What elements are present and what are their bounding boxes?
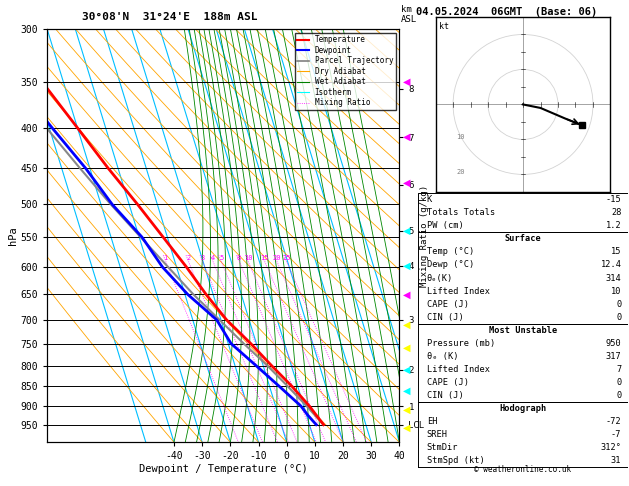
Text: StmSpd (kt): StmSpd (kt) (426, 456, 484, 465)
Text: 25: 25 (282, 255, 291, 261)
Text: 8: 8 (237, 255, 242, 261)
Text: 314: 314 (606, 274, 621, 282)
Text: 5: 5 (219, 255, 223, 261)
Text: K: K (426, 195, 432, 205)
Text: ◀: ◀ (403, 290, 410, 299)
Text: Mixing Ratio (g/kg): Mixing Ratio (g/kg) (420, 185, 429, 287)
Text: Temp (°C): Temp (°C) (426, 247, 474, 257)
Text: kt: kt (439, 22, 449, 31)
Text: 10: 10 (243, 255, 252, 261)
Text: 15: 15 (260, 255, 269, 261)
Text: Surface: Surface (504, 234, 542, 243)
Text: 7: 7 (616, 364, 621, 374)
Text: PW (cm): PW (cm) (426, 222, 464, 230)
Text: ◀: ◀ (403, 423, 410, 433)
Text: ◀: ◀ (403, 320, 410, 330)
Text: 0: 0 (616, 391, 621, 399)
Text: Totals Totals: Totals Totals (426, 208, 495, 217)
Text: -7: -7 (611, 430, 621, 439)
Text: 317: 317 (606, 352, 621, 361)
Text: CAPE (J): CAPE (J) (426, 378, 469, 387)
Text: 3: 3 (201, 255, 204, 261)
Text: 4: 4 (211, 255, 215, 261)
Text: 12.4: 12.4 (601, 260, 621, 269)
Text: 312°: 312° (601, 443, 621, 452)
Text: ◀: ◀ (403, 178, 410, 188)
Text: 31: 31 (611, 456, 621, 465)
Text: 28: 28 (611, 208, 621, 217)
Text: 10: 10 (457, 135, 465, 140)
Text: -72: -72 (606, 417, 621, 426)
Text: CIN (J): CIN (J) (426, 391, 464, 399)
Text: © weatheronline.co.uk: © weatheronline.co.uk (474, 466, 572, 474)
Text: ◀: ◀ (403, 131, 410, 141)
Text: 2: 2 (186, 255, 191, 261)
Text: 20: 20 (457, 170, 465, 175)
Text: 30°08'N  31°24'E  188m ASL: 30°08'N 31°24'E 188m ASL (82, 12, 257, 22)
Text: 0: 0 (616, 378, 621, 387)
Text: ◀: ◀ (403, 365, 410, 375)
X-axis label: Dewpoint / Temperature (°C): Dewpoint / Temperature (°C) (139, 464, 308, 474)
Text: 04.05.2024  06GMT  (Base: 06): 04.05.2024 06GMT (Base: 06) (416, 7, 598, 17)
Text: ◀: ◀ (403, 226, 410, 236)
Text: ◀: ◀ (403, 405, 410, 415)
Text: 15: 15 (611, 247, 621, 257)
Text: 0: 0 (616, 299, 621, 309)
Text: km
ASL: km ASL (401, 5, 417, 24)
Y-axis label: hPa: hPa (8, 226, 18, 245)
Text: Lifted Index: Lifted Index (426, 287, 489, 295)
Text: 20: 20 (272, 255, 281, 261)
Text: Most Unstable: Most Unstable (489, 326, 557, 334)
Text: 1: 1 (164, 255, 168, 261)
Text: 950: 950 (606, 339, 621, 347)
Text: Hodograph: Hodograph (499, 404, 547, 413)
Text: -15: -15 (606, 195, 621, 205)
Text: CIN (J): CIN (J) (426, 312, 464, 322)
Text: ◀: ◀ (403, 77, 410, 87)
Text: θₑ(K): θₑ(K) (426, 274, 453, 282)
Text: EH: EH (426, 417, 437, 426)
Text: ◀: ◀ (403, 385, 410, 396)
Text: Pressure (mb): Pressure (mb) (426, 339, 495, 347)
Text: ◀: ◀ (403, 261, 410, 271)
Text: 0: 0 (616, 312, 621, 322)
Text: 10: 10 (611, 287, 621, 295)
Text: CAPE (J): CAPE (J) (426, 299, 469, 309)
Legend: Temperature, Dewpoint, Parcel Trajectory, Dry Adiabat, Wet Adiabat, Isotherm, Mi: Temperature, Dewpoint, Parcel Trajectory… (295, 33, 396, 110)
Text: θₑ (K): θₑ (K) (426, 352, 458, 361)
Text: StmDir: StmDir (426, 443, 458, 452)
Text: Dewp (°C): Dewp (°C) (426, 260, 474, 269)
Text: SREH: SREH (426, 430, 448, 439)
Text: ◀: ◀ (403, 343, 410, 353)
Text: 1.2: 1.2 (606, 222, 621, 230)
Text: Lifted Index: Lifted Index (426, 364, 489, 374)
